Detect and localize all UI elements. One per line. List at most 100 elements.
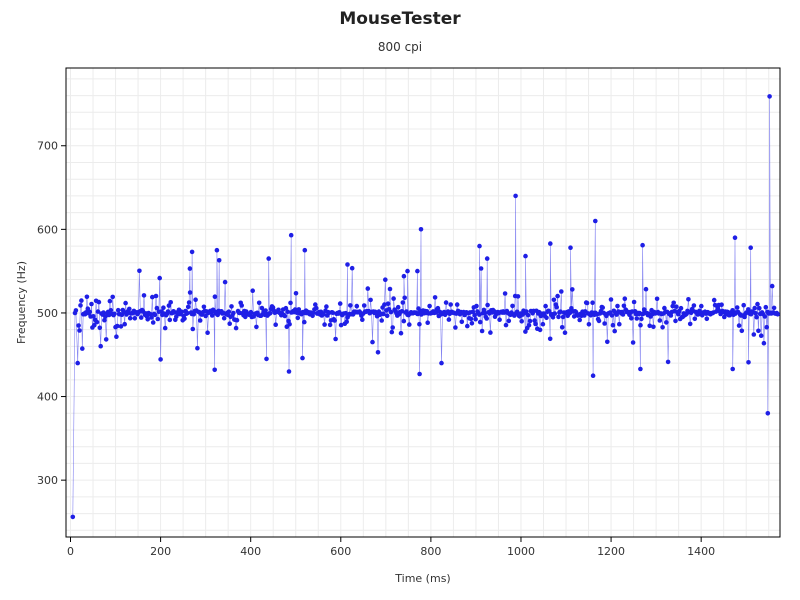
data-point xyxy=(388,309,394,315)
data-point xyxy=(748,245,753,250)
data-point xyxy=(540,321,546,327)
data-point xyxy=(127,315,133,321)
data-point xyxy=(514,309,520,315)
data-point xyxy=(337,310,342,315)
data-point xyxy=(189,249,195,255)
data-point xyxy=(767,94,772,99)
data-point xyxy=(600,305,605,310)
data-point xyxy=(112,311,117,317)
data-point xyxy=(398,330,404,336)
data-point xyxy=(671,300,676,306)
data-point xyxy=(629,316,634,321)
x-tick-label: 1400 xyxy=(687,545,715,558)
data-point xyxy=(417,371,422,377)
data-point xyxy=(470,309,476,315)
data-point xyxy=(560,314,566,320)
data-point xyxy=(138,315,144,320)
data-point xyxy=(137,268,142,274)
data-point xyxy=(506,318,512,324)
data-point xyxy=(527,318,533,324)
x-tick-label: 1200 xyxy=(597,545,625,558)
data-point xyxy=(314,305,319,311)
data-point xyxy=(643,286,649,292)
data-point xyxy=(562,330,568,336)
data-point xyxy=(577,317,582,323)
data-point xyxy=(368,297,373,303)
data-point xyxy=(602,321,607,326)
data-point xyxy=(473,316,478,322)
data-point xyxy=(360,317,365,323)
data-point xyxy=(381,311,386,317)
data-point xyxy=(596,318,602,324)
data-point xyxy=(401,273,407,279)
y-tick-label: 700 xyxy=(37,140,58,153)
x-tick-label: 400 xyxy=(240,545,261,558)
data-point xyxy=(101,310,106,315)
data-point xyxy=(665,359,671,365)
data-point xyxy=(333,336,338,342)
data-point xyxy=(454,302,460,307)
data-point xyxy=(751,332,757,337)
data-point xyxy=(402,295,408,301)
data-point xyxy=(590,300,595,306)
data-point xyxy=(734,305,740,310)
y-axis-label: Frequency (Hz) xyxy=(15,261,28,344)
data-point xyxy=(293,291,299,296)
data-point xyxy=(593,218,598,224)
data-point xyxy=(477,312,482,317)
data-point xyxy=(513,193,518,199)
data-point xyxy=(711,297,717,303)
data-point xyxy=(479,328,485,334)
data-point xyxy=(590,373,596,379)
data-point xyxy=(145,317,150,322)
data-point xyxy=(686,297,691,302)
data-point xyxy=(502,291,508,296)
data-point xyxy=(469,321,475,326)
data-point xyxy=(264,356,269,362)
data-point xyxy=(485,302,490,308)
data-point xyxy=(158,357,163,362)
data-point xyxy=(161,305,166,311)
data-point xyxy=(187,266,193,271)
data-point xyxy=(267,311,273,316)
data-point xyxy=(439,360,444,366)
x-axis-label: Time (ms) xyxy=(394,572,450,585)
data-point xyxy=(162,325,168,331)
data-point xyxy=(638,366,643,372)
data-point xyxy=(762,314,768,319)
data-point xyxy=(584,300,590,306)
data-point xyxy=(110,294,115,300)
data-point xyxy=(526,323,532,328)
data-point xyxy=(753,311,758,316)
data-point xyxy=(197,318,203,323)
data-point xyxy=(338,322,344,328)
data-point xyxy=(435,305,441,311)
data-point xyxy=(330,310,336,316)
data-point xyxy=(443,300,449,305)
data-point xyxy=(332,318,338,323)
data-point xyxy=(477,319,483,325)
data-point xyxy=(484,316,490,321)
data-point xyxy=(763,304,769,310)
data-point xyxy=(118,324,124,329)
data-point xyxy=(523,253,528,259)
data-point xyxy=(417,321,422,327)
data-point xyxy=(285,309,291,315)
data-point xyxy=(283,305,289,311)
data-point xyxy=(185,304,191,310)
data-point xyxy=(556,314,561,320)
data-point xyxy=(222,279,228,285)
data-point xyxy=(186,300,192,305)
data-point xyxy=(239,303,244,308)
data-point xyxy=(91,314,96,319)
data-point xyxy=(337,301,343,306)
data-point xyxy=(615,303,620,309)
data-point xyxy=(582,313,587,318)
data-point xyxy=(668,313,674,318)
x-tick-label: 200 xyxy=(150,545,171,558)
data-point xyxy=(533,321,538,327)
data-point xyxy=(95,309,101,314)
data-point xyxy=(634,316,640,321)
data-point xyxy=(75,360,80,366)
